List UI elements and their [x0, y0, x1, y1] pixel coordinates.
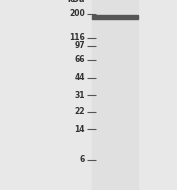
Text: 22: 22 [75, 108, 85, 116]
Bar [92, 15, 138, 19]
Text: 6: 6 [80, 155, 85, 165]
Text: 44: 44 [75, 74, 85, 82]
Bar [92, 0, 138, 190]
Text: 97: 97 [74, 41, 85, 51]
Text: 14: 14 [75, 124, 85, 134]
Text: 31: 31 [75, 90, 85, 100]
Text: 200: 200 [69, 10, 85, 18]
Text: 66: 66 [75, 55, 85, 64]
Text: 116: 116 [69, 33, 85, 43]
Text: kDa: kDa [67, 0, 85, 4]
